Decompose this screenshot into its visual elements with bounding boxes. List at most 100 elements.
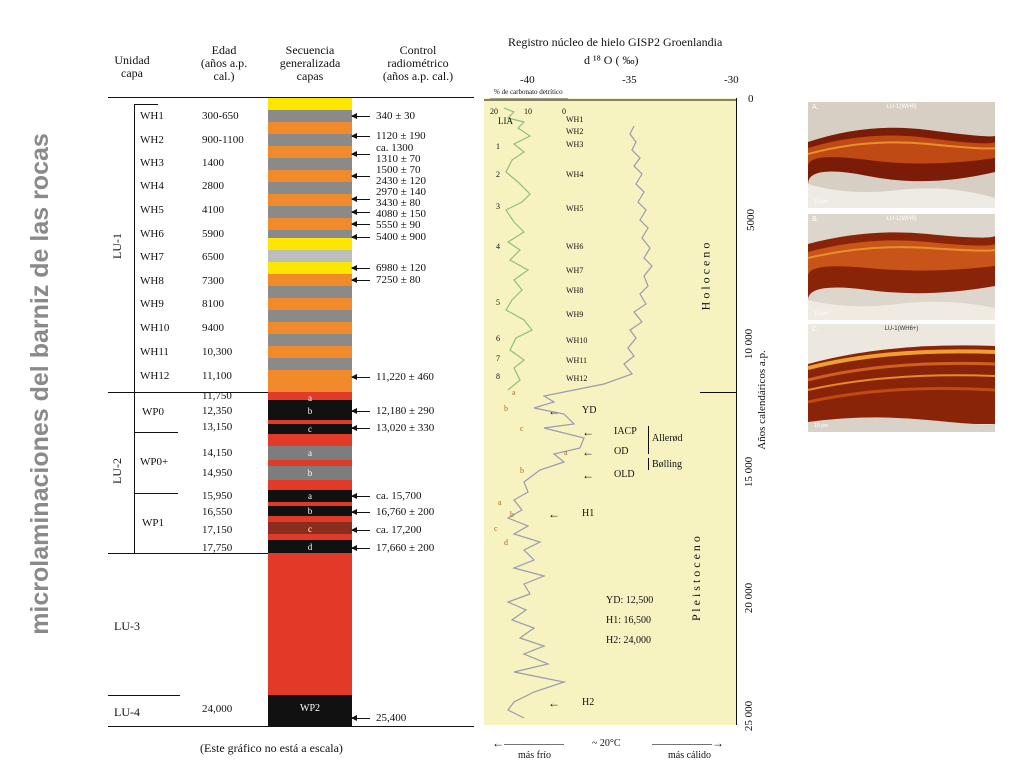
- wh-mark: WH12: [566, 374, 588, 383]
- wp-age: 13,150: [202, 421, 233, 433]
- ice-ytick: 20 000: [743, 582, 756, 614]
- ice-letter: a: [512, 388, 516, 397]
- thumb-caption: LU-1(WH6): [886, 104, 917, 110]
- wh-age: 2800: [202, 180, 224, 192]
- seq-sublabel: a: [308, 491, 312, 501]
- thumb-letter: B.: [812, 216, 819, 223]
- seq-band: [268, 218, 352, 230]
- bottom-arrows-right: —————→: [652, 736, 724, 750]
- seq-sublabel: c: [308, 524, 312, 534]
- wh-age: 900-1100: [202, 134, 244, 146]
- wh-age: 300-650: [202, 110, 239, 122]
- unit-lu2: LU-2: [110, 458, 124, 484]
- radiometric-value: 7250 ± 80: [376, 274, 421, 286]
- ice-letter: a: [498, 498, 502, 507]
- legend-h2: H2: 24,000: [606, 635, 651, 646]
- event-label: H2: [582, 697, 595, 708]
- ice-ytick: 25 000: [743, 700, 756, 732]
- seq-band: [268, 322, 352, 334]
- lamination-photo-a-graphic: [808, 102, 995, 208]
- seq-band: [268, 262, 352, 274]
- bolling-label: Bølling: [652, 459, 683, 470]
- carbonate-tick: 10: [524, 107, 532, 116]
- thumb-scale: 10 µm: [814, 311, 828, 317]
- seq-sublabel: b: [307, 468, 313, 478]
- ice-ytick: 5000: [745, 209, 757, 231]
- ice-subtitle: d ¹⁸ O ( ‰): [584, 53, 639, 67]
- ice-letter: c: [494, 524, 498, 533]
- wp-age: 15,950: [202, 490, 233, 502]
- seq-band: [268, 370, 352, 392]
- thumb-scale: 10 µm: [814, 199, 828, 205]
- header-edad: Edad (años a.p. cal.): [200, 43, 248, 83]
- event-label: OD: [614, 446, 629, 457]
- radiometric-value: 1500 ± 70: [376, 164, 421, 176]
- unit-lu1: LU-1: [110, 233, 124, 259]
- seq-sublabel: b: [307, 506, 313, 516]
- seq-band: [268, 310, 352, 322]
- wh-name: WH12: [140, 370, 170, 382]
- seq-band: [268, 506, 352, 516]
- seq-band: [268, 516, 352, 522]
- event-h2-arrow: ←: [548, 696, 560, 710]
- carbonate-tick: 0: [562, 107, 566, 116]
- ice-number: 3: [496, 202, 500, 211]
- lu1-bracket-tick: [134, 104, 158, 105]
- seq-band: [268, 122, 352, 134]
- wp-name: WP0+: [140, 456, 169, 468]
- lu1-lu2-divider: [108, 392, 268, 393]
- radiometric-value: 17,660 ± 200: [376, 542, 435, 554]
- seq-band: [268, 206, 352, 218]
- ice-letter: a: [564, 448, 568, 457]
- lu1-bracket: [134, 104, 135, 392]
- seq-sublabel: c: [308, 424, 312, 434]
- arrow: [351, 196, 370, 202]
- wh-name: WH11: [140, 346, 169, 358]
- ice-ytick: 10 000: [743, 328, 756, 360]
- wh-mark: WH1: [566, 115, 584, 124]
- wh-age: 11,100: [202, 370, 232, 382]
- seq-band: [268, 446, 352, 460]
- ice-letter: b: [520, 466, 524, 475]
- bottom-temp: ~ 20°C: [592, 738, 621, 749]
- arrow: [351, 221, 370, 227]
- wp0-divider: [134, 432, 178, 433]
- thumb-letter: C.: [812, 326, 819, 333]
- seq-band: [268, 98, 352, 110]
- arrow: [351, 151, 370, 157]
- wh-name: WH10: [140, 322, 170, 334]
- radiometric-value: ca. 15,700: [376, 490, 422, 502]
- arrow: [351, 493, 370, 499]
- event-label: IACP: [614, 426, 637, 437]
- ice-right-axis: [736, 98, 737, 725]
- ice-number: 6: [496, 334, 500, 343]
- thumb-letter: A.: [812, 104, 819, 111]
- wh-mark: WH6: [566, 242, 584, 251]
- radiometric-value: 25,400: [376, 712, 407, 724]
- seq-band: [268, 424, 352, 434]
- radiometric-value: 12,180 ± 290: [376, 405, 435, 417]
- side-title: microlaminaciones del barniz de las roca…: [26, 133, 54, 635]
- seq-band: [268, 238, 352, 250]
- ice-letter: b: [510, 510, 514, 519]
- radiometric-value: ca. 1300: [376, 142, 414, 154]
- legend-h1: H1: 16,500: [606, 615, 651, 626]
- wp-age: 14,950: [202, 467, 233, 479]
- wh-mark: WH8: [566, 286, 584, 295]
- lu2-lu3-divider: [108, 553, 268, 554]
- thumb-scale: 10 µm: [814, 423, 828, 429]
- seq-band: [268, 420, 352, 424]
- radiometric-value: 16,760 ± 200: [376, 506, 435, 518]
- holocene-boundary: [700, 392, 736, 393]
- wh-mark: WH11: [566, 356, 588, 365]
- event-label: YD: [582, 405, 597, 416]
- unit-lu3: LU-3: [114, 619, 140, 633]
- seq-band: [268, 460, 352, 466]
- lamination-photo-a: A. LU-1(WH6) 10 µm: [808, 102, 995, 208]
- holoceno-label: H o l o c e n o: [698, 242, 713, 311]
- seq-band-lu3: [268, 553, 352, 695]
- seq-band: [268, 170, 352, 182]
- wh-name: WH2: [140, 134, 164, 146]
- ice-letter: d: [504, 538, 508, 547]
- lia-label: LIA: [498, 116, 513, 126]
